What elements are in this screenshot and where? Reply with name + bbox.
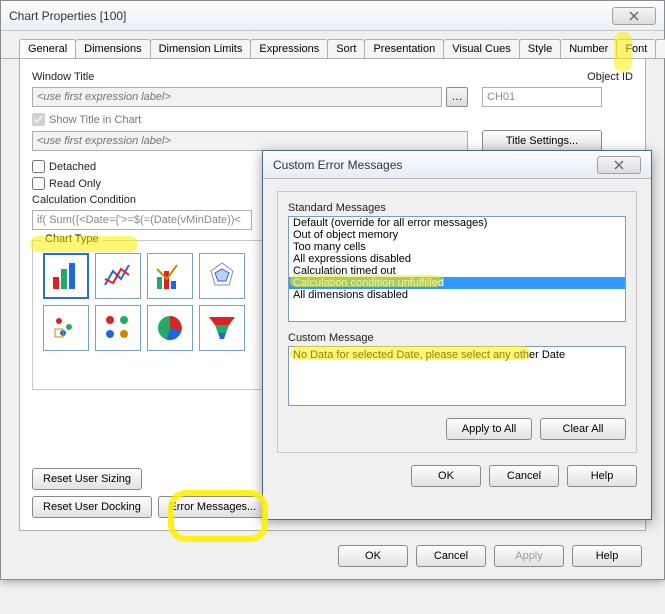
tabs-row: General Dimensions Dimension Limits Expr… xyxy=(1,31,664,59)
chart-type-scatter[interactable] xyxy=(43,305,89,351)
chart-type-title: Chart Type xyxy=(41,233,103,245)
chart-type-funnel[interactable] xyxy=(199,305,245,351)
reset-user-docking-button[interactable]: Reset User Docking xyxy=(32,496,152,518)
cancel-button[interactable]: Cancel xyxy=(416,545,486,567)
list-item-selected[interactable]: Calculation condition unfulfilled xyxy=(289,277,625,289)
tab-general[interactable]: General xyxy=(19,39,76,58)
sub-close-icon[interactable] xyxy=(597,156,641,174)
help-button[interactable]: Help xyxy=(572,545,642,567)
list-item[interactable]: Out of object memory xyxy=(289,229,625,241)
tab-visual-cues[interactable]: Visual Cues xyxy=(443,39,520,58)
calc-condition-label: Calculation Condition xyxy=(32,194,136,206)
ok-button[interactable]: OK xyxy=(338,545,408,567)
custom-error-messages-dialog: Custom Error Messages Standard Messages … xyxy=(262,150,652,520)
tab-sort[interactable]: Sort xyxy=(327,39,365,58)
chart-type-grid[interactable] xyxy=(95,305,141,351)
object-id-input[interactable] xyxy=(482,87,602,107)
sub-dialog-title: Custom Error Messages xyxy=(273,158,402,172)
list-item[interactable]: Default (override for all error messages… xyxy=(289,217,625,229)
close-icon[interactable] xyxy=(612,7,656,25)
title-bar: Chart Properties [100] xyxy=(1,1,664,31)
custom-message-label: Custom Message xyxy=(288,332,626,344)
sub-cancel-button[interactable]: Cancel xyxy=(489,465,559,487)
window-title-browse-button[interactable]: … xyxy=(446,87,468,107)
readonly-checkbox[interactable] xyxy=(32,177,45,190)
clear-all-button[interactable]: Clear All xyxy=(540,418,626,440)
tab-dimensions[interactable]: Dimensions xyxy=(75,39,150,58)
dialog-title: Chart Properties [100] xyxy=(9,9,126,23)
custom-message-textbox[interactable]: No Data for selected Date, please select… xyxy=(288,346,626,406)
list-item[interactable]: Calculation timed out xyxy=(289,265,625,277)
detached-label: Detached xyxy=(49,161,96,173)
sub-help-button[interactable]: Help xyxy=(567,465,637,487)
reset-user-sizing-button[interactable]: Reset User Sizing xyxy=(32,468,142,490)
chart-type-grid xyxy=(43,253,283,351)
apply-to-all-button[interactable]: Apply to All xyxy=(446,418,532,440)
object-id-label: Object ID xyxy=(587,71,633,83)
sub-ok-button[interactable]: OK xyxy=(411,465,481,487)
tab-number[interactable]: Number xyxy=(560,39,617,58)
show-title-input[interactable] xyxy=(32,131,468,151)
window-title-input[interactable] xyxy=(32,87,442,107)
tab-presentation[interactable]: Presentation xyxy=(364,39,444,58)
standard-messages-listbox[interactable]: Default (override for all error messages… xyxy=(288,216,626,322)
standard-messages-label: Standard Messages xyxy=(288,202,626,214)
tab-style[interactable]: Style xyxy=(519,39,561,58)
sub-group: Standard Messages Default (override for … xyxy=(277,191,637,453)
sub-title-bar: Custom Error Messages xyxy=(263,151,651,179)
list-item[interactable]: Too many cells xyxy=(289,241,625,253)
chart-type-pie[interactable] xyxy=(147,305,193,351)
custom-message-value: No Data for selected Date, please select… xyxy=(293,349,565,361)
chart-type-radar[interactable] xyxy=(199,253,245,299)
chart-type-line[interactable] xyxy=(95,253,141,299)
tab-layout-truncated[interactable]: La xyxy=(655,39,665,58)
apply-button[interactable]: Apply xyxy=(494,545,564,567)
tab-expressions[interactable]: Expressions xyxy=(250,39,328,58)
tab-font[interactable]: Font xyxy=(616,39,656,58)
list-item[interactable]: All expressions disabled xyxy=(289,253,625,265)
chart-type-combo[interactable] xyxy=(147,253,193,299)
title-settings-button[interactable]: Title Settings... xyxy=(482,130,602,152)
tab-dimension-limits[interactable]: Dimension Limits xyxy=(150,39,252,58)
window-title-label: Window Title xyxy=(32,71,352,83)
error-messages-button[interactable]: Error Messages... xyxy=(158,496,268,518)
calc-condition-input[interactable] xyxy=(32,210,252,230)
chart-type-bar[interactable] xyxy=(43,253,89,299)
detached-checkbox[interactable] xyxy=(32,160,45,173)
list-item[interactable]: All dimensions disabled xyxy=(289,289,625,301)
show-title-label: Show Title in Chart xyxy=(49,114,141,126)
show-title-checkbox[interactable] xyxy=(32,113,45,126)
dialog-button-row: OK Cancel Apply Help xyxy=(338,545,642,567)
readonly-label: Read Only xyxy=(49,178,101,190)
